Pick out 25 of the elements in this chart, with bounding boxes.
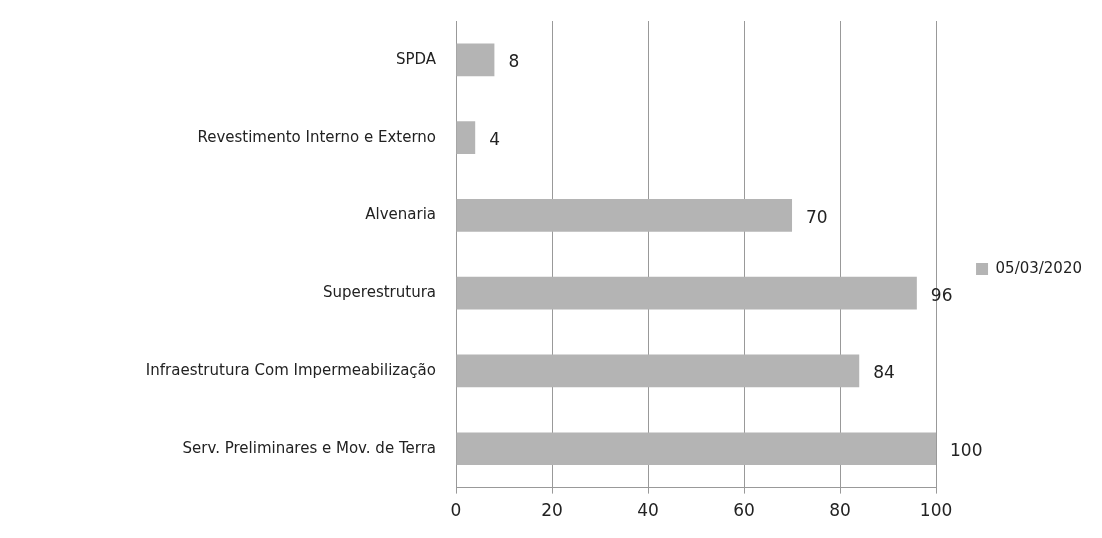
y-tick-label: Infraestrutura Com Impermeabilização [145, 360, 436, 379]
x-tick-label: 80 [829, 500, 851, 521]
x-tick-label: 40 [637, 500, 659, 521]
bar [456, 354, 860, 388]
x-tick-label: 60 [733, 500, 755, 521]
data-label: 96 [930, 284, 953, 305]
data-label: 4 [489, 129, 501, 150]
legend-label: 05/03/2020 [995, 258, 1083, 277]
data-label: 8 [508, 51, 520, 72]
bar [456, 43, 495, 77]
bar [456, 276, 917, 310]
x-tick-label: 0 [450, 500, 462, 521]
y-tick-label: Revestimento Interno e Externo [197, 127, 436, 146]
data-label: 100 [950, 440, 983, 461]
bar [456, 121, 476, 154]
y-tick-label: Alvenaria [365, 205, 436, 224]
y-tick-label: Superestrutura [323, 283, 436, 302]
data-label: 70 [806, 206, 828, 227]
bar [456, 199, 793, 232]
bar [456, 432, 937, 466]
y-tick-label: SPDA [395, 49, 437, 68]
x-tick-label: 100 [919, 500, 953, 521]
y-tick-label: Serv. Preliminares e Mov. de Terra [182, 438, 436, 457]
data-label: 84 [873, 362, 895, 383]
x-tick-label: 20 [541, 500, 563, 521]
